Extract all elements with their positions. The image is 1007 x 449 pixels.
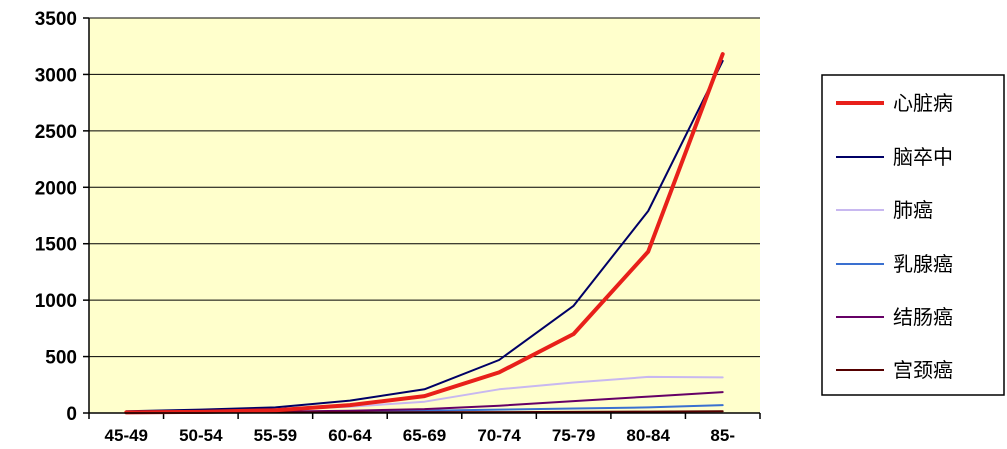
- legend-label: 宫颈癌: [893, 358, 953, 382]
- y-tick-label: 0: [66, 404, 77, 425]
- y-tick-label: 3000: [35, 65, 77, 86]
- y-tick-label: 500: [45, 348, 77, 369]
- x-tick-label: 80-84: [626, 426, 670, 445]
- series-line-0: [124, 52, 725, 415]
- x-tick-label: 55-59: [254, 426, 297, 445]
- y-axis-ticks: 0 500 1000 1500 2000 2500 3000 3500: [35, 9, 89, 425]
- x-tick-label: 60-64: [328, 426, 372, 445]
- x-axis-ticks: 45-49 50-54 55-59 60-64 65-69 70-74 75-79 80-84…: [88, 413, 761, 445]
- y-tick-label: 1000: [35, 291, 77, 312]
- gridlines: [89, 17, 760, 358]
- x-tick-label: 85-: [710, 426, 735, 445]
- x-tick-label: 50-54: [179, 426, 223, 445]
- series-line-1: [125, 59, 724, 413]
- legend-label: 乳腺癌: [893, 252, 953, 276]
- x-tick-label: 70-74: [477, 426, 521, 445]
- plot-area: [89, 18, 760, 413]
- x-tick-label: 75-79: [552, 426, 595, 445]
- legend-box: [821, 74, 1005, 396]
- x-tick-label: 45-49: [105, 426, 148, 445]
- y-tick-label: 2500: [35, 122, 77, 143]
- y-tick-label: 1500: [35, 235, 77, 256]
- x-tick-label: 65-69: [403, 426, 446, 445]
- legend-label: 脑卒中: [893, 145, 953, 169]
- y-tick-label: 3500: [35, 9, 77, 30]
- legend-label: 肺癌: [893, 198, 933, 222]
- legend-label: 心脏病: [893, 91, 953, 115]
- legend-label: 结肠癌: [893, 305, 953, 329]
- y-tick-label: 2000: [35, 178, 77, 199]
